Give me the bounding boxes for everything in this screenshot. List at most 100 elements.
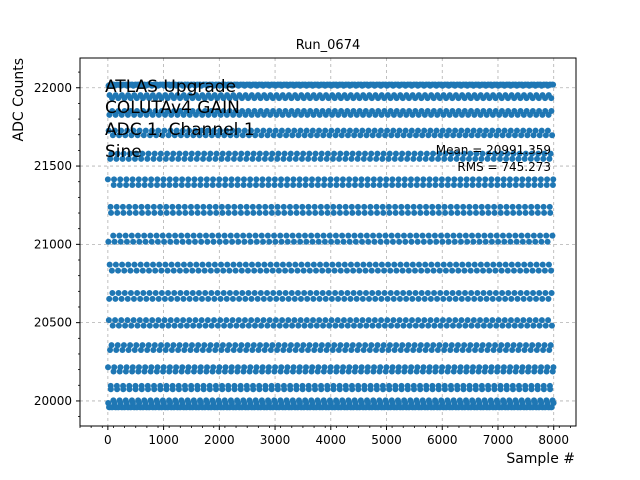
data-point <box>341 261 348 268</box>
data-point <box>436 342 443 349</box>
data-point <box>430 150 437 157</box>
data-point <box>511 132 518 139</box>
data-point <box>290 182 297 189</box>
data-point <box>386 386 393 393</box>
data-point <box>422 155 429 162</box>
data-point <box>400 132 407 139</box>
data-point <box>330 209 337 216</box>
data-point <box>323 261 330 268</box>
data-point <box>528 203 535 210</box>
data-point <box>531 176 538 183</box>
data-point <box>533 295 540 302</box>
data-point <box>500 182 507 189</box>
data-point <box>395 176 402 183</box>
data-point <box>136 127 143 134</box>
data-point <box>500 364 507 371</box>
data-point <box>466 155 472 162</box>
data-point <box>306 267 313 274</box>
data-point <box>425 322 432 329</box>
data-point <box>120 386 127 393</box>
data-point <box>188 209 195 216</box>
data-point <box>321 238 328 245</box>
data-point <box>368 267 375 274</box>
data-point <box>128 232 135 239</box>
data-point <box>337 342 344 349</box>
data-point <box>328 317 335 324</box>
data-point <box>383 238 390 245</box>
data-point <box>523 267 530 274</box>
data-point <box>281 386 288 393</box>
data-point <box>243 386 250 393</box>
data-point <box>179 127 186 134</box>
data-point <box>194 203 201 210</box>
data-point <box>235 238 242 245</box>
data-point <box>402 127 409 134</box>
data-point <box>120 342 127 349</box>
data-point <box>538 238 545 245</box>
data-point <box>512 182 519 189</box>
data-point <box>546 347 553 354</box>
data-point <box>383 176 390 183</box>
y-tick-label: 21500 <box>34 159 72 173</box>
data-point <box>191 238 198 245</box>
data-point <box>173 317 180 324</box>
data-point <box>126 209 133 216</box>
data-point <box>185 238 192 245</box>
data-point <box>290 238 297 245</box>
data-point <box>157 203 164 210</box>
data-point <box>493 322 500 329</box>
data-point <box>528 386 535 393</box>
data-point <box>176 342 183 349</box>
data-point <box>356 267 363 274</box>
data-point <box>119 155 126 162</box>
data-point <box>245 290 252 297</box>
data-point <box>147 232 154 239</box>
data-point <box>105 317 112 324</box>
data-point <box>261 347 268 354</box>
data-point <box>447 155 454 162</box>
data-point <box>370 182 377 189</box>
data-point <box>367 155 374 162</box>
data-point <box>257 290 264 297</box>
data-point <box>310 295 317 302</box>
data-point <box>116 232 123 239</box>
info-line-chip-gain: COLUTAv4 GAIN <box>105 98 240 118</box>
data-point <box>209 182 216 189</box>
data-point <box>264 132 271 139</box>
data-point <box>473 209 480 216</box>
data-point <box>284 364 291 371</box>
data-point <box>417 209 424 216</box>
data-point <box>270 290 277 297</box>
data-point <box>146 290 153 297</box>
data-point <box>548 107 555 114</box>
data-point <box>218 261 225 268</box>
data-point <box>379 203 386 210</box>
data-point <box>482 176 489 183</box>
data-point <box>151 209 158 216</box>
data-point <box>184 232 191 239</box>
data-point <box>184 182 191 189</box>
data-point <box>338 132 345 139</box>
data-point <box>332 132 339 139</box>
data-point <box>112 317 119 324</box>
data-point <box>172 232 179 239</box>
data-point <box>486 290 493 297</box>
data-point <box>454 386 461 393</box>
data-point <box>501 238 508 245</box>
data-point <box>421 295 428 302</box>
data-point <box>289 132 296 139</box>
data-point <box>150 261 157 268</box>
data-point <box>360 261 367 268</box>
data-point <box>481 182 488 189</box>
data-point <box>480 322 487 329</box>
data-point <box>133 150 140 157</box>
data-point <box>497 209 504 216</box>
data-point <box>470 238 477 245</box>
data-point <box>196 132 203 139</box>
data-point <box>448 342 455 349</box>
data-point <box>478 347 485 354</box>
data-point <box>530 232 537 239</box>
data-point <box>517 290 524 297</box>
data-point <box>371 238 378 245</box>
data-point <box>138 203 145 210</box>
